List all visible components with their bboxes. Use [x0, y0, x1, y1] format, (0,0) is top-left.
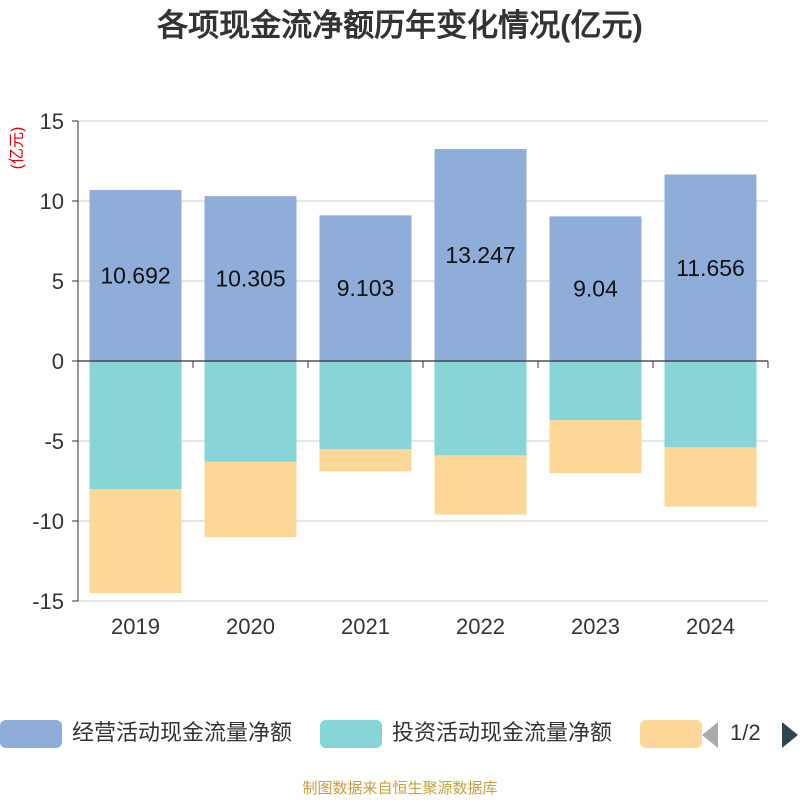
bar-investing [434, 361, 527, 456]
chart-title: 各项现金流净额历年变化情况(亿元) [157, 8, 643, 43]
bar-investing [319, 361, 412, 449]
bar-investing [549, 361, 642, 421]
data-source-note: 制图数据来自恒生聚源数据库 [302, 780, 498, 797]
legend-item-operating[interactable]: 经营活动现金流量净额 [0, 712, 300, 756]
legend-item-investing[interactable]: 投资活动现金流量净额 [320, 712, 620, 756]
bar-data-label: 9.04 [573, 276, 618, 302]
bar-operating [89, 189, 182, 361]
bar-data-label: 11.656 [676, 255, 745, 281]
legend-swatch-financing [640, 720, 702, 748]
bar-investing [89, 361, 182, 489]
legend-prev-page-icon[interactable] [702, 722, 718, 748]
x-category-label: 2019 [111, 614, 160, 639]
chart-area: 15 10 5 0 -5 -10 -15 (亿元) 10.692 10.305 9.103 13.24… [8, 109, 769, 639]
bar-financing [204, 461, 297, 537]
bar-operating [549, 216, 642, 361]
legend-next-page-icon[interactable] [782, 722, 798, 748]
legend-item-financing[interactable] [640, 712, 702, 756]
bar-data-label: 9.103 [337, 275, 395, 301]
y-tick-label: -10 [32, 509, 64, 534]
y-axis-label: (亿元) [8, 127, 26, 170]
legend: 经营活动现金流量净额 投资活动现金流量净额 1/2 [0, 712, 800, 756]
y-tick-label: 0 [52, 349, 64, 374]
bar-investing [664, 361, 757, 448]
legend-swatch-operating [0, 720, 62, 748]
bar-investing [204, 361, 297, 462]
x-category-label: 2022 [456, 614, 505, 639]
x-category-label: 2020 [226, 614, 275, 639]
legend-label-operating: 经营活动现金流量净额 [72, 720, 293, 745]
y-tick-label: 15 [40, 109, 64, 134]
bar-operating [434, 149, 527, 361]
bar-financing [434, 455, 527, 515]
bar-financing [549, 420, 642, 473]
y-tick-label: 5 [52, 269, 64, 294]
x-category-label: 2023 [571, 614, 620, 639]
bar-financing [319, 449, 412, 472]
y-tick-label: -15 [32, 589, 64, 614]
legend-swatch-investing [320, 720, 382, 748]
bar-financing [89, 489, 182, 593]
bar-data-label: 10.692 [100, 262, 170, 288]
y-tick-label: -5 [44, 429, 64, 454]
x-category-label: 2021 [341, 614, 390, 639]
bar-data-label: 10.305 [215, 266, 285, 292]
bar-operating [204, 196, 297, 361]
legend-page-indicator: 1/2 [730, 720, 761, 745]
y-tick-label: 10 [40, 189, 64, 214]
bar-operating [664, 174, 757, 361]
bar-data-label: 13.247 [445, 242, 515, 268]
bar-operating [319, 215, 412, 361]
x-category-label: 2024 [686, 614, 735, 639]
legend-label-investing: 投资活动现金流量净额 [392, 720, 613, 745]
bar-financing [664, 447, 757, 507]
